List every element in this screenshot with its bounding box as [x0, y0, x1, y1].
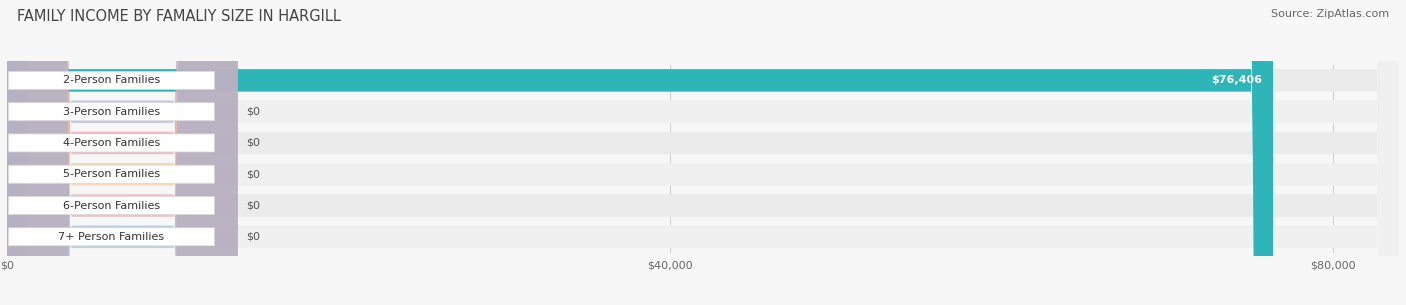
FancyBboxPatch shape — [7, 0, 1272, 305]
FancyBboxPatch shape — [7, 0, 1399, 305]
FancyBboxPatch shape — [7, 0, 1399, 305]
FancyBboxPatch shape — [7, 0, 1399, 305]
FancyBboxPatch shape — [8, 196, 215, 214]
FancyBboxPatch shape — [7, 0, 1399, 305]
FancyBboxPatch shape — [7, 0, 1399, 305]
Text: 4-Person Families: 4-Person Families — [63, 138, 160, 148]
FancyBboxPatch shape — [8, 165, 215, 183]
FancyBboxPatch shape — [7, 0, 1399, 305]
FancyBboxPatch shape — [7, 0, 238, 305]
Text: $0: $0 — [246, 138, 260, 148]
Text: Source: ZipAtlas.com: Source: ZipAtlas.com — [1271, 9, 1389, 19]
FancyBboxPatch shape — [7, 0, 238, 305]
Text: $0: $0 — [246, 232, 260, 242]
FancyBboxPatch shape — [8, 71, 215, 89]
Text: $0: $0 — [246, 107, 260, 117]
FancyBboxPatch shape — [8, 228, 215, 246]
Text: 5-Person Families: 5-Person Families — [63, 169, 160, 179]
Text: FAMILY INCOME BY FAMALIY SIZE IN HARGILL: FAMILY INCOME BY FAMALIY SIZE IN HARGILL — [17, 9, 340, 24]
Text: $0: $0 — [246, 200, 260, 210]
Text: 6-Person Families: 6-Person Families — [63, 200, 160, 210]
FancyBboxPatch shape — [7, 0, 238, 305]
FancyBboxPatch shape — [8, 103, 215, 121]
FancyBboxPatch shape — [7, 0, 238, 305]
Text: $76,406: $76,406 — [1211, 75, 1263, 85]
FancyBboxPatch shape — [7, 0, 238, 305]
FancyBboxPatch shape — [8, 134, 215, 152]
Text: 3-Person Families: 3-Person Families — [63, 107, 160, 117]
Text: 7+ Person Families: 7+ Person Families — [59, 232, 165, 242]
Text: 2-Person Families: 2-Person Families — [63, 75, 160, 85]
Text: $0: $0 — [246, 169, 260, 179]
